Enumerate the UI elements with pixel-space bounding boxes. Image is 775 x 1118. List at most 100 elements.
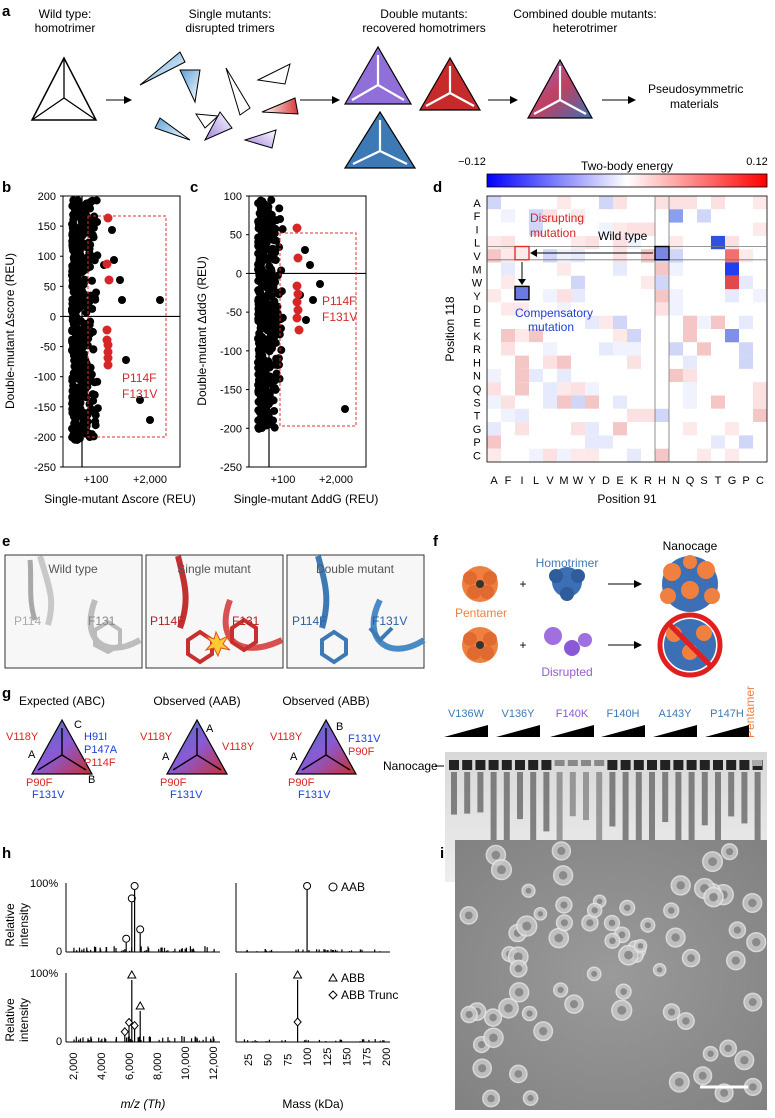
heatmap-cell xyxy=(585,355,599,369)
heatmap-cell xyxy=(487,289,501,303)
heatmap-cell xyxy=(711,355,725,369)
recovered-purple-triangle xyxy=(343,45,413,105)
heatmap-col-label: C xyxy=(756,475,764,487)
heatmap-cell xyxy=(683,435,697,449)
heatmap-cell xyxy=(557,196,571,210)
heatmap-cell xyxy=(627,315,641,329)
heatmap-ylabel: Position 118 xyxy=(443,296,457,361)
heatmap-cell xyxy=(515,302,529,316)
h-ytick-0-bot: 0 xyxy=(56,1036,62,1048)
heatmap-cell xyxy=(613,302,627,316)
heatmap-cell xyxy=(543,222,557,236)
heatmap-cell xyxy=(515,315,529,329)
g1-c: C xyxy=(74,719,82,731)
heatmap-cell xyxy=(725,275,739,290)
heatmap-cell xyxy=(753,315,767,329)
heatmap-cell xyxy=(627,422,641,436)
g-triangle-3: V118Y B F131V A P90F P90F F131V xyxy=(270,718,381,801)
heatmap-cell xyxy=(697,382,711,396)
c-point xyxy=(341,405,349,413)
em-particle-core xyxy=(618,931,626,939)
heatmap-cell xyxy=(711,422,725,436)
wt-title: Wild type xyxy=(48,562,98,576)
heatmap-cell xyxy=(515,448,529,462)
gel-smear xyxy=(517,772,523,820)
heatmap-cell xyxy=(739,196,753,210)
heatmap-cell xyxy=(599,435,613,449)
heatmap-col-label: T xyxy=(715,475,722,487)
heatmap-cell xyxy=(683,329,697,343)
heatmap-cell xyxy=(753,196,767,210)
heatmap-cell xyxy=(641,395,655,409)
gel-smear xyxy=(583,772,589,821)
b-annot-1: P114F xyxy=(122,371,156,385)
heatmap-cell xyxy=(599,382,613,396)
heatmap-cell xyxy=(613,222,627,236)
em-particle-core xyxy=(620,988,627,995)
heatmap-cell xyxy=(529,435,543,449)
b-point xyxy=(116,276,124,284)
b-point xyxy=(108,226,116,234)
wild-type-cell xyxy=(654,245,670,261)
heatmap-cell xyxy=(725,209,739,223)
em-particle-core xyxy=(748,898,757,908)
heatmap-col-label: L xyxy=(533,475,539,487)
plus-1: + xyxy=(519,577,526,591)
heatmap-cell xyxy=(557,209,571,223)
disrupting-label-2: mutation xyxy=(530,226,576,240)
b-point xyxy=(68,271,77,280)
heatmap-cell xyxy=(529,262,543,276)
heatmap-cell xyxy=(599,342,613,356)
heatmap-row-label: F xyxy=(474,211,481,223)
c-ytick: -200 xyxy=(220,423,242,435)
g3-p90f: P90F xyxy=(288,777,315,789)
gel-band xyxy=(488,760,499,770)
heatmap-cell xyxy=(515,368,529,383)
gel-smear xyxy=(675,772,682,858)
em-particle-core xyxy=(740,1056,749,1065)
em-particle-core xyxy=(623,904,631,912)
c-point xyxy=(255,257,264,266)
heatmap-cell xyxy=(711,448,725,462)
b-point xyxy=(68,386,77,395)
heatmap-cell xyxy=(543,408,557,423)
heatmap-cell xyxy=(487,329,501,343)
heatmap-cell xyxy=(529,289,543,303)
c-point xyxy=(271,338,280,347)
heatmap-cell xyxy=(655,408,669,423)
heatmap-cell xyxy=(543,289,557,303)
heterotrimer-triangle xyxy=(526,58,594,119)
heatmap-col-label: V xyxy=(546,475,554,487)
heatmap-row-label: Y xyxy=(473,291,481,303)
heatmap-cell xyxy=(585,395,599,409)
heatmap-cell xyxy=(487,222,501,236)
gel-band xyxy=(567,760,578,766)
gel-smear xyxy=(622,772,629,849)
c-point-highlight xyxy=(292,281,302,291)
b-point xyxy=(79,343,88,352)
heatmap-cell xyxy=(613,196,627,210)
em-particle-core xyxy=(489,1033,498,1043)
g3-b: B xyxy=(336,721,343,733)
em-particle-core xyxy=(526,1010,533,1017)
b-point xyxy=(90,293,99,302)
gel-smear xyxy=(543,772,550,832)
heatmap-cell xyxy=(641,275,655,290)
panel-f-assembly: Pentamer + Homotrimer Nanocage + xyxy=(383,539,767,882)
h-xtick-mass: 200 xyxy=(381,1048,393,1066)
em-particle-core xyxy=(558,871,568,880)
panel-b-axes xyxy=(62,195,181,468)
heatmap-cell xyxy=(725,368,739,383)
heatmap-cell xyxy=(669,315,683,329)
heatmap-cell xyxy=(571,408,585,423)
heatmap-cell xyxy=(739,262,753,276)
heatmap-cell xyxy=(627,249,641,263)
heatmap-row-label: D xyxy=(473,304,481,316)
c-point xyxy=(278,225,287,234)
em-particle-core xyxy=(726,848,734,856)
gel-smear xyxy=(662,772,669,823)
b-point-highlight xyxy=(102,325,112,335)
c-point xyxy=(254,296,263,305)
heatmap-row-label: N xyxy=(473,371,481,383)
heatmap-cell xyxy=(683,275,697,290)
